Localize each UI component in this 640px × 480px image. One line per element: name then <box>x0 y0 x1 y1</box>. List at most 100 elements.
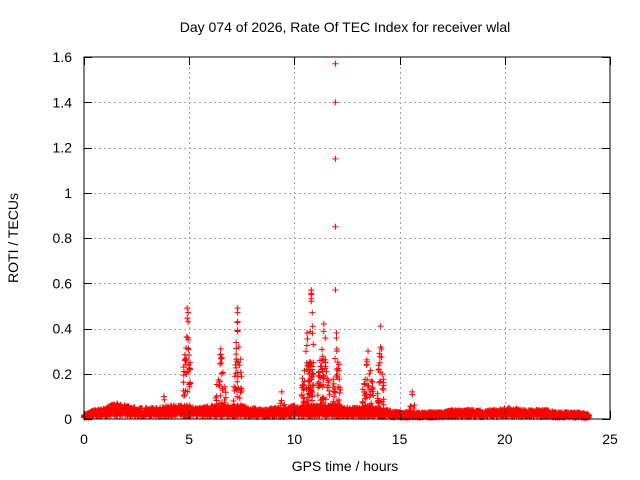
peak-data-point <box>236 410 243 417</box>
peak-data-point <box>337 386 344 393</box>
peak-data-point <box>331 393 338 400</box>
y-tick-label: 1.6 <box>53 49 73 65</box>
peak-data-point <box>299 381 306 388</box>
peak-data-point <box>377 378 384 385</box>
peak-data-point <box>409 388 416 395</box>
peak-data-point <box>326 387 333 394</box>
peak-data-point <box>181 356 188 363</box>
peak-data-point <box>326 391 333 398</box>
peak-data-point <box>276 407 283 414</box>
peak-data-point <box>309 323 316 330</box>
peak-data-point <box>238 373 245 380</box>
x-tick-label: 5 <box>185 431 193 447</box>
peak-data-point <box>359 398 366 405</box>
peak-data-point <box>234 327 241 334</box>
peak-data-point <box>334 365 341 372</box>
peak-data-point <box>180 392 187 399</box>
peak-data-point <box>304 335 311 342</box>
peak-data-point <box>305 397 312 404</box>
peak-data-point <box>305 390 312 397</box>
peak-data-point <box>376 359 383 366</box>
y-tick-label: 0.8 <box>53 230 73 246</box>
y-tick-label: 0 <box>64 411 72 427</box>
peak-data-point <box>280 402 287 409</box>
peak-data-point <box>235 344 242 351</box>
peak-data-point <box>186 381 193 388</box>
peak-data-point <box>237 369 244 376</box>
peak-data-point <box>222 389 229 396</box>
peak-data-point <box>376 350 383 357</box>
peak-data-point <box>237 389 244 396</box>
peak-data-point <box>160 393 167 400</box>
peak-data-point <box>219 401 226 408</box>
peak-data-point <box>363 361 370 368</box>
peak-data-point <box>317 402 324 409</box>
peak-data-point <box>322 334 329 341</box>
peak-data-point <box>305 368 312 375</box>
peak-data-point <box>361 381 368 388</box>
peak-data-point <box>233 351 240 358</box>
peak-data-point <box>232 385 239 392</box>
peak-data-point <box>238 385 245 392</box>
peak-data-point <box>231 403 238 410</box>
peak-data-point <box>184 315 191 322</box>
peak-data-point <box>369 385 376 392</box>
peak-data-point <box>281 401 288 408</box>
peak-data-point <box>411 409 418 416</box>
peak-data-point <box>374 395 381 402</box>
peak-data-point <box>319 357 326 364</box>
peak-data-point <box>330 398 337 405</box>
peak-data-point <box>181 392 188 399</box>
x-tick-label: 20 <box>497 431 513 447</box>
peak-data-point <box>186 365 193 372</box>
outlier-data-point <box>332 155 339 162</box>
peak-data-point <box>369 411 376 418</box>
peak-data-point <box>218 359 225 366</box>
peak-data-point <box>331 388 338 395</box>
peak-data-point <box>230 397 237 404</box>
peak-data-point <box>182 355 189 362</box>
peak-data-point <box>377 369 384 376</box>
peak-data-point <box>278 388 285 395</box>
peak-data-point <box>365 348 372 355</box>
peak-data-point <box>306 378 313 385</box>
peak-data-point <box>185 413 192 420</box>
peak-data-point <box>320 328 327 335</box>
peak-data-point <box>330 380 337 387</box>
peak-data-point <box>185 368 192 375</box>
y-tick-label: 1.2 <box>53 140 73 156</box>
peak-data-point <box>319 366 326 373</box>
peak-data-point <box>232 370 239 377</box>
peak-data-point <box>365 382 372 389</box>
peak-data-point <box>363 394 370 401</box>
peak-data-point <box>237 356 244 363</box>
peak-data-point <box>377 323 384 330</box>
peak-data-point <box>325 382 332 389</box>
peak-data-point <box>310 341 317 348</box>
peak-data-point <box>319 383 326 390</box>
peak-data-point <box>279 409 286 416</box>
peak-data-point <box>187 359 194 366</box>
y-axis-title: ROTI / TECUs <box>5 193 21 283</box>
peak-data-point <box>300 399 307 406</box>
peak-data-point <box>216 378 223 385</box>
peak-data-point <box>277 412 284 419</box>
peak-data-point <box>310 409 317 416</box>
outlier-data-point <box>308 291 315 298</box>
peak-data-point <box>233 339 240 346</box>
peak-data-point <box>379 409 386 416</box>
peak-data-point <box>367 367 374 374</box>
peak-data-point <box>217 392 224 399</box>
peak-data-point <box>378 354 385 361</box>
peak-data-point <box>302 348 309 355</box>
x-tick-label: 25 <box>602 431 618 447</box>
peak-data-point <box>234 378 241 385</box>
peak-data-point <box>217 345 224 352</box>
peak-data-point <box>368 400 375 407</box>
peak-data-point <box>218 403 225 410</box>
peak-data-point <box>330 409 337 416</box>
peak-data-point <box>333 348 340 355</box>
peak-data-point <box>371 405 378 412</box>
peak-data-point <box>336 389 343 396</box>
peak-data-point <box>315 384 322 391</box>
